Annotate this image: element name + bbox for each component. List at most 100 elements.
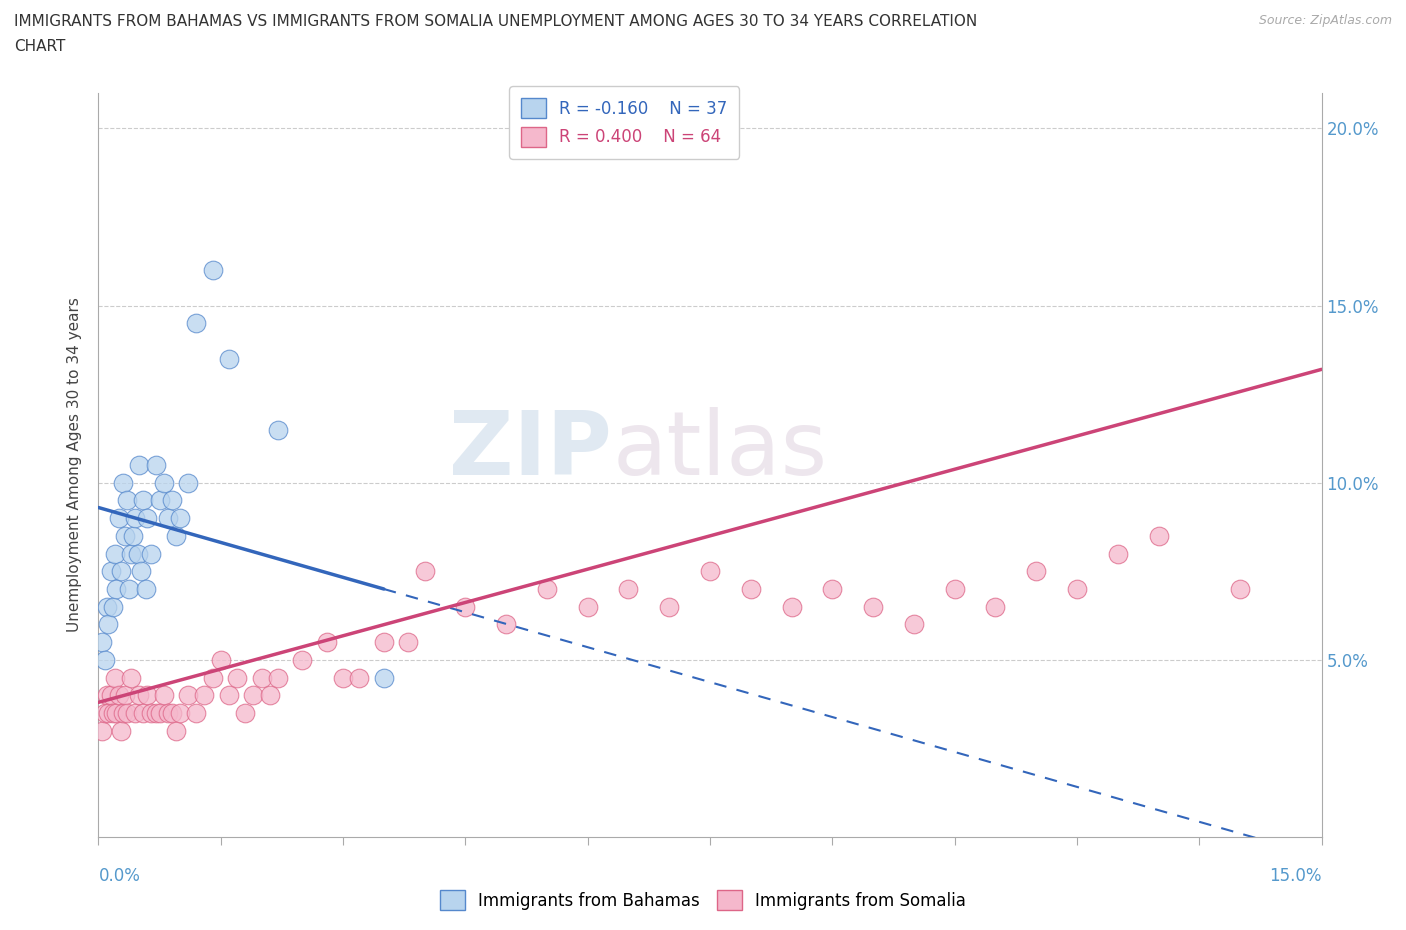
- Point: [315, 634, 337, 649]
- Point: [267, 422, 290, 437]
- Point: [349, 671, 371, 685]
- Point: [120, 671, 142, 685]
- Point: [160, 706, 183, 721]
- Point: [576, 599, 599, 614]
- Point: [218, 352, 240, 366]
- Point: [1229, 581, 1251, 596]
- Point: [165, 528, 187, 543]
- Point: [136, 511, 159, 525]
- Point: [128, 688, 150, 703]
- Point: [1147, 528, 1170, 543]
- Point: [145, 458, 167, 472]
- Point: [536, 581, 558, 596]
- Point: [943, 581, 966, 596]
- Point: [267, 671, 290, 685]
- Point: [115, 493, 138, 508]
- Point: [156, 706, 179, 721]
- Point: [373, 634, 395, 649]
- Point: [821, 581, 844, 596]
- Point: [118, 581, 141, 596]
- Text: 15.0%: 15.0%: [1270, 867, 1322, 884]
- Point: [332, 671, 354, 685]
- Point: [152, 475, 174, 490]
- Point: [108, 511, 131, 525]
- Point: [96, 599, 118, 614]
- Point: [699, 564, 721, 578]
- Point: [136, 688, 159, 703]
- Point: [141, 706, 163, 721]
- Point: [149, 706, 172, 721]
- Point: [250, 671, 273, 685]
- Point: [132, 706, 155, 721]
- Point: [152, 688, 174, 703]
- Point: [177, 475, 200, 490]
- Point: [129, 564, 152, 578]
- Point: [373, 671, 395, 685]
- Point: [101, 599, 124, 614]
- Point: [104, 546, 127, 561]
- Point: [141, 546, 163, 561]
- Point: [226, 671, 249, 685]
- Point: [617, 581, 640, 596]
- Point: [114, 688, 136, 703]
- Point: [413, 564, 436, 578]
- Point: [96, 688, 118, 703]
- Point: [1066, 581, 1088, 596]
- Point: [780, 599, 803, 614]
- Point: [100, 688, 122, 703]
- Point: [135, 581, 157, 596]
- Point: [396, 634, 419, 649]
- Point: [156, 511, 179, 525]
- Text: Source: ZipAtlas.com: Source: ZipAtlas.com: [1258, 14, 1392, 27]
- Point: [128, 458, 150, 472]
- Legend: Immigrants from Bahamas, Immigrants from Somalia: Immigrants from Bahamas, Immigrants from…: [433, 884, 973, 917]
- Text: ZIP: ZIP: [450, 406, 612, 494]
- Point: [160, 493, 183, 508]
- Point: [193, 688, 215, 703]
- Point: [97, 617, 120, 631]
- Point: [495, 617, 517, 631]
- Point: [201, 671, 224, 685]
- Point: [120, 546, 142, 561]
- Point: [862, 599, 884, 614]
- Point: [186, 706, 208, 721]
- Point: [91, 634, 114, 649]
- Point: [100, 564, 122, 578]
- Point: [110, 564, 132, 578]
- Point: [94, 706, 117, 721]
- Point: [105, 581, 128, 596]
- Point: [101, 706, 124, 721]
- Point: [454, 599, 477, 614]
- Point: [104, 671, 127, 685]
- Point: [97, 706, 120, 721]
- Point: [169, 706, 191, 721]
- Point: [259, 688, 281, 703]
- Point: [91, 724, 114, 738]
- Point: [149, 493, 172, 508]
- Point: [132, 493, 155, 508]
- Point: [242, 688, 264, 703]
- Point: [108, 688, 131, 703]
- Point: [127, 546, 149, 561]
- Point: [111, 706, 134, 721]
- Point: [291, 653, 314, 668]
- Text: CHART: CHART: [14, 39, 66, 54]
- Point: [984, 599, 1007, 614]
- Point: [114, 528, 136, 543]
- Text: atlas: atlas: [612, 406, 827, 494]
- Point: [209, 653, 232, 668]
- Point: [124, 511, 146, 525]
- Point: [186, 316, 208, 331]
- Point: [124, 706, 146, 721]
- Point: [169, 511, 191, 525]
- Point: [115, 706, 138, 721]
- Legend: R = -0.160    N = 37, R = 0.400    N = 64: R = -0.160 N = 37, R = 0.400 N = 64: [509, 86, 740, 159]
- Text: IMMIGRANTS FROM BAHAMAS VS IMMIGRANTS FROM SOMALIA UNEMPLOYMENT AMONG AGES 30 TO: IMMIGRANTS FROM BAHAMAS VS IMMIGRANTS FR…: [14, 14, 977, 29]
- Point: [903, 617, 925, 631]
- Point: [201, 262, 224, 277]
- Text: 0.0%: 0.0%: [98, 867, 141, 884]
- Point: [111, 475, 134, 490]
- Point: [658, 599, 681, 614]
- Point: [1107, 546, 1129, 561]
- Y-axis label: Unemployment Among Ages 30 to 34 years: Unemployment Among Ages 30 to 34 years: [67, 298, 83, 632]
